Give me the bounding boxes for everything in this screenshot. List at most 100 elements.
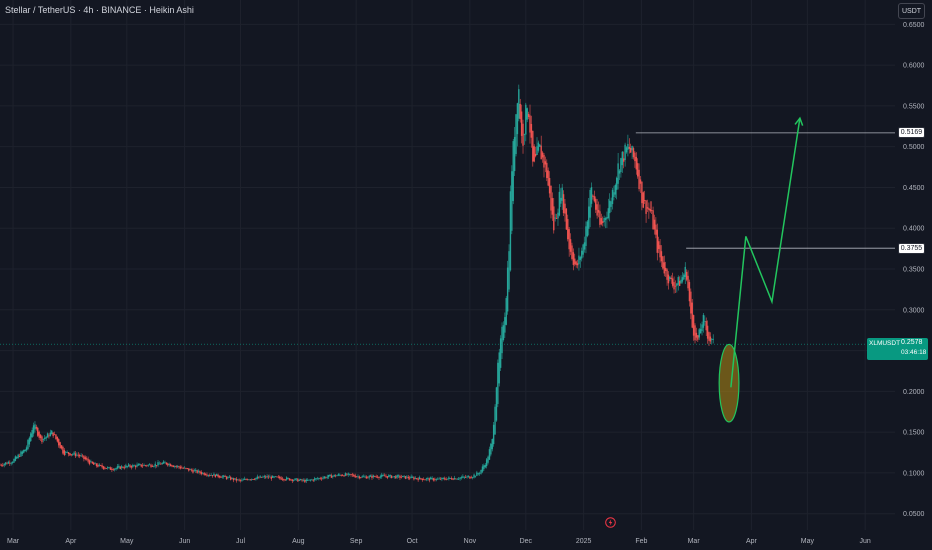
candle-body (147, 464, 149, 466)
candle-body (305, 479, 307, 482)
candle-body (522, 123, 524, 146)
time-tick-label: Jul (236, 538, 245, 545)
candle-body (497, 362, 499, 404)
candle-body (127, 464, 130, 467)
candle-body (278, 476, 281, 479)
candle-body (164, 462, 166, 464)
candle-body (565, 208, 568, 230)
live-symbol: XLMUSDT (869, 340, 901, 348)
candle-body (234, 478, 236, 480)
candle-body (399, 475, 401, 478)
candle-body (617, 163, 619, 184)
candle-body (501, 326, 503, 354)
candle-body (557, 212, 559, 219)
candle-body (590, 187, 593, 204)
candle-body (88, 460, 91, 465)
candle-body (62, 446, 64, 454)
candle-body (105, 468, 107, 469)
candle-body (101, 465, 103, 468)
price-axis: 0.05000.10000.15000.20000.25000.30000.35… (903, 22, 925, 518)
candle-body (332, 475, 334, 477)
price-tick-label: 0.5500 (903, 103, 925, 110)
candles (0, 84, 714, 484)
candle-body (357, 476, 359, 478)
candle-body (386, 476, 389, 478)
candle-body (42, 438, 45, 440)
candle-body (20, 451, 22, 457)
candle-body (111, 468, 113, 470)
candle-body (638, 169, 640, 190)
candle-body (276, 476, 278, 478)
candle-body (35, 426, 38, 429)
price-tick-label: 0.0500 (903, 511, 925, 518)
candle-body (91, 461, 93, 464)
candle-body (99, 465, 102, 467)
candle-body (179, 466, 182, 469)
candle-body (533, 146, 535, 162)
candle-body (374, 476, 376, 478)
candle-body (586, 221, 589, 237)
candle-body (416, 478, 418, 479)
candle-body (354, 475, 356, 478)
candle-body (625, 147, 628, 153)
candle-body (351, 474, 354, 476)
candle-body (403, 475, 405, 477)
candle-body (381, 474, 383, 477)
lightning-circle-icon[interactable] (605, 517, 616, 528)
candle-body (197, 470, 200, 472)
candle-body (677, 277, 679, 285)
candle-body (457, 478, 460, 480)
candle-body (337, 474, 340, 476)
candle-body (540, 145, 542, 160)
candle-body (418, 477, 421, 480)
candle-body (396, 475, 398, 478)
candle-body (513, 136, 516, 172)
candle-body (295, 478, 298, 480)
candle-body (192, 469, 194, 473)
candle-body (575, 261, 577, 266)
candle-body (411, 477, 414, 478)
candle-body (37, 427, 39, 436)
candle-body (589, 189, 591, 218)
candle-body (631, 145, 633, 151)
candle-body (292, 480, 295, 481)
candle-body (185, 467, 187, 469)
candle-body (642, 192, 644, 208)
candle-body (606, 217, 608, 220)
price-tick-label: 0.4000 (903, 226, 925, 233)
time-tick-label: May (801, 538, 815, 545)
candle-body (230, 477, 232, 480)
candle-body (704, 320, 706, 322)
candle-body (24, 449, 26, 452)
candle-body (596, 204, 598, 216)
candle-body (350, 473, 352, 475)
candle-body (463, 476, 465, 478)
candle-body (449, 478, 451, 479)
candle-body (515, 114, 517, 155)
candle-body (259, 476, 261, 478)
candle-body (530, 124, 533, 138)
candle-body (623, 158, 625, 162)
currency-button[interactable]: USDT (898, 3, 925, 19)
candle-body (527, 113, 530, 117)
candle-body (242, 479, 245, 481)
candle-body (692, 315, 695, 336)
candle-body (389, 474, 391, 477)
candle-body (326, 476, 328, 478)
candle-body (421, 478, 424, 481)
candle-body (529, 115, 531, 133)
candle-body (424, 479, 426, 481)
candle-body (32, 425, 35, 434)
candle-body (499, 338, 502, 368)
candle-body (368, 475, 370, 478)
candle-body (51, 430, 53, 435)
candle-body (126, 466, 128, 467)
candle-body (613, 192, 615, 197)
candle-body (467, 476, 470, 477)
candle-body (610, 201, 612, 207)
candle-body (183, 467, 186, 469)
candle-body (655, 224, 657, 235)
candle-body (453, 477, 456, 480)
candle-body (681, 277, 684, 282)
